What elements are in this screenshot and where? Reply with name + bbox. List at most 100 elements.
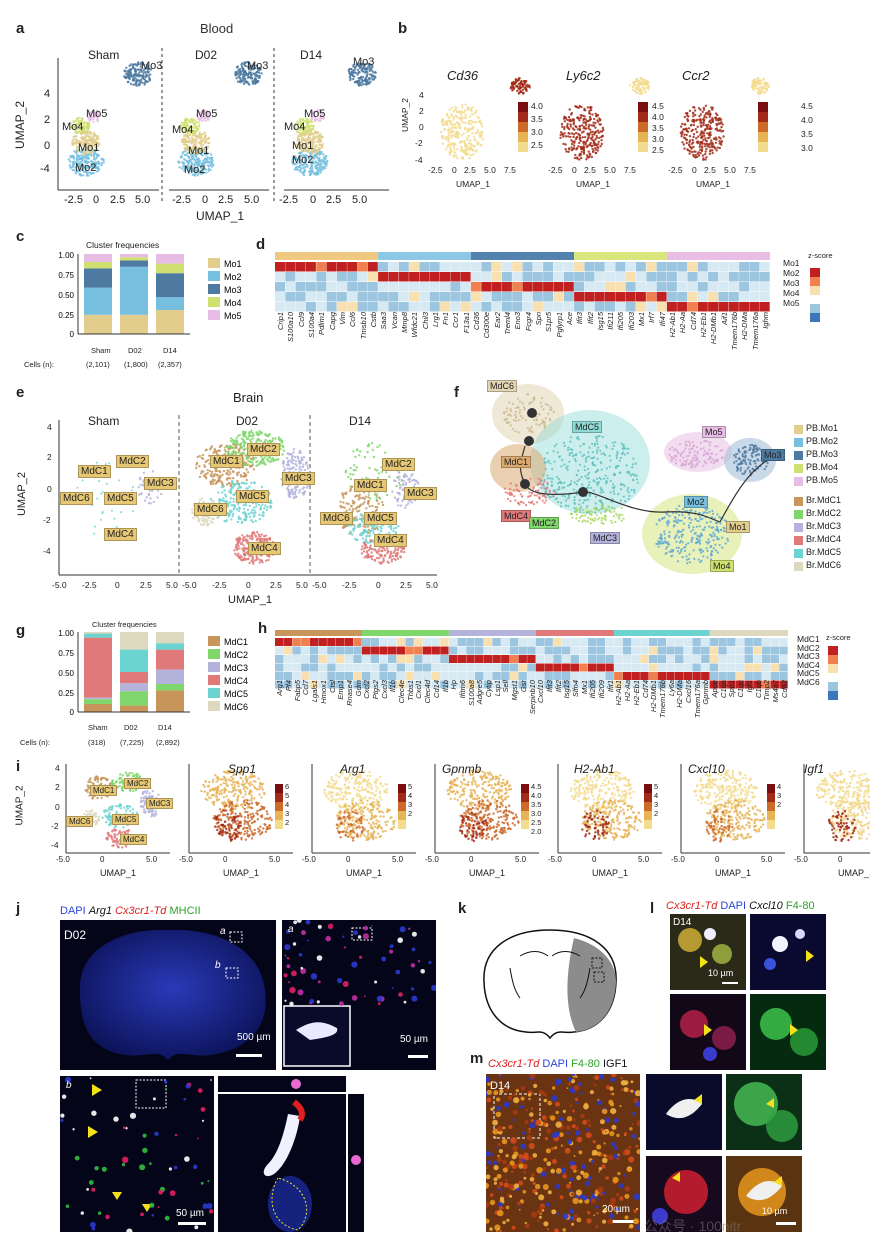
d-heatmap-cell	[419, 272, 430, 282]
b-main-cluster-pt	[584, 141, 587, 144]
b-gene-1: Cd36	[447, 68, 479, 83]
e-sham-scatter-pt	[93, 532, 96, 535]
b-main-cluster-pt	[699, 121, 702, 124]
a-mo3-cluster-pt	[139, 68, 143, 71]
b-top-cluster-pt	[638, 92, 642, 95]
b-main-cluster-pt	[692, 153, 695, 156]
b-main-cluster-pt	[600, 135, 603, 139]
a-mo5-cluster-pt	[314, 111, 317, 114]
e-d02-mdc4-pt	[258, 558, 261, 561]
a-xtick-8: 5.0	[244, 194, 260, 206]
b-main-cluster-pt	[469, 154, 473, 157]
panel-label-e: e	[16, 384, 25, 401]
b-main-cluster-pt	[715, 118, 718, 122]
a-mo3-cluster-pt	[352, 65, 355, 68]
e-d02-mdc6-pt	[212, 517, 216, 521]
e-d02-mdc5-pt	[227, 490, 231, 493]
b-main-cluster-pt	[439, 130, 443, 134]
e-sham-scatter-pt	[100, 518, 102, 521]
a-mo2-cluster-pt	[69, 166, 72, 169]
a-xtick-4: 5.0	[135, 194, 151, 206]
e-d02-mdc1-pt	[207, 458, 210, 462]
e-d14-mdc1-pt	[342, 496, 345, 499]
b-main-cluster-pt	[700, 125, 703, 128]
d-heatmap-cell	[656, 282, 667, 292]
a-mo2-cluster-pt	[293, 168, 297, 171]
a-mo4-cluster-pt	[298, 118, 302, 121]
b-main-cluster-pt	[559, 136, 562, 139]
d-heatmap-cell	[295, 282, 306, 292]
a-mo2-cluster-pt	[193, 158, 196, 161]
b-main-cluster-pt	[585, 119, 589, 123]
e-d02-mdc4-pt	[255, 554, 258, 558]
a-mo4-cluster-pt	[183, 123, 186, 126]
b-top-cluster-pt	[766, 84, 769, 87]
stack-segment-Mo3	[156, 273, 184, 298]
e-d02-mdc1-pt	[198, 465, 201, 468]
a-mo2-cluster-pt	[316, 173, 320, 176]
a-mo3-cluster-pt	[253, 72, 256, 76]
d-heatmap-cell	[553, 302, 564, 312]
d-heatmap-cell	[409, 272, 420, 282]
b-main-cluster	[559, 104, 605, 161]
a-mo3-cluster-pt	[355, 63, 359, 67]
e-d02-mdc5-pt	[250, 519, 253, 522]
e-d02-mdc5-pt	[232, 512, 235, 516]
b-main-cluster-pt	[455, 121, 459, 124]
b-main-cluster-pt	[701, 135, 704, 138]
a-mo2-cluster-pt	[210, 161, 214, 165]
a-mo2-cluster-pt	[196, 157, 199, 161]
d-heatmap-cell	[759, 302, 770, 312]
stack-segment-Mo1	[120, 314, 148, 334]
d-heatmap-band	[275, 252, 379, 260]
b-main-cluster-pt	[454, 126, 457, 129]
b-main-cluster-pt	[714, 136, 717, 139]
a-ytick-n4: -4	[40, 163, 50, 175]
e-d02-mdc6-pt	[192, 516, 195, 520]
b-main-cluster-pt	[581, 136, 584, 139]
e-d14-mdc2-pt	[354, 469, 357, 472]
a-mo2-cluster-pt	[86, 171, 90, 174]
a-mo1-cluster-pt	[88, 132, 92, 135]
a-xtick-7: 2.5	[218, 194, 234, 206]
d-gene-label: Cd74	[688, 312, 698, 330]
a-mo4-cluster-pt	[303, 129, 306, 132]
b-main-cluster-pt	[720, 125, 723, 129]
b-main-cluster-pt	[688, 109, 692, 113]
a-mo1-cluster-pt	[317, 137, 320, 140]
b-xlabel-3: UMAP_1	[696, 179, 731, 189]
a-mo5-cluster-pt	[206, 118, 210, 121]
b-main-cluster-pt	[454, 105, 457, 109]
a-mo4-cluster-pt	[301, 124, 304, 127]
b-main-cluster-pt	[461, 103, 464, 106]
d-heatmap-cell	[419, 302, 430, 312]
b-top-cluster-pt	[517, 92, 520, 95]
a-mo2-cluster-pt	[86, 166, 89, 169]
d-heatmap-cell	[522, 292, 533, 302]
b-main-cluster-pt	[589, 153, 592, 156]
d-heatmap-cell	[316, 302, 327, 312]
e-d02-mdc4-pt	[243, 549, 246, 552]
b-main-cluster-pt	[705, 116, 708, 119]
e-d02-mdc1-pt	[213, 475, 216, 478]
d-heatmap-band	[574, 252, 667, 260]
c-x-sham: Sham	[91, 346, 111, 355]
a-mo3-cluster-pt	[366, 71, 369, 74]
c-x-d02: D02	[128, 346, 142, 355]
a-mo2-cluster-pt	[82, 166, 86, 169]
e-d02-mdc2-pt	[237, 451, 240, 454]
b-colorbar-step	[518, 132, 528, 142]
d-heatmap-cell	[316, 282, 327, 292]
b-top-cluster-pt	[520, 79, 523, 83]
a-mo2-cluster-pt	[299, 162, 302, 165]
e-d02-mdc2-pt	[238, 433, 241, 437]
a-mo1-cluster-pt	[190, 150, 193, 154]
e-d14-mdc3-pt	[410, 479, 414, 482]
e-d02-mdc5-pt	[257, 503, 261, 506]
e-d14-mdc2-pt	[395, 484, 398, 488]
e-d02-mdc5-pt	[230, 504, 233, 507]
b-main-cluster-pt	[704, 137, 707, 140]
e-d02-mdc3-pt	[299, 465, 302, 468]
a-mo3-cluster-pt	[249, 77, 253, 80]
a-mo3-cluster-pt	[354, 71, 357, 74]
